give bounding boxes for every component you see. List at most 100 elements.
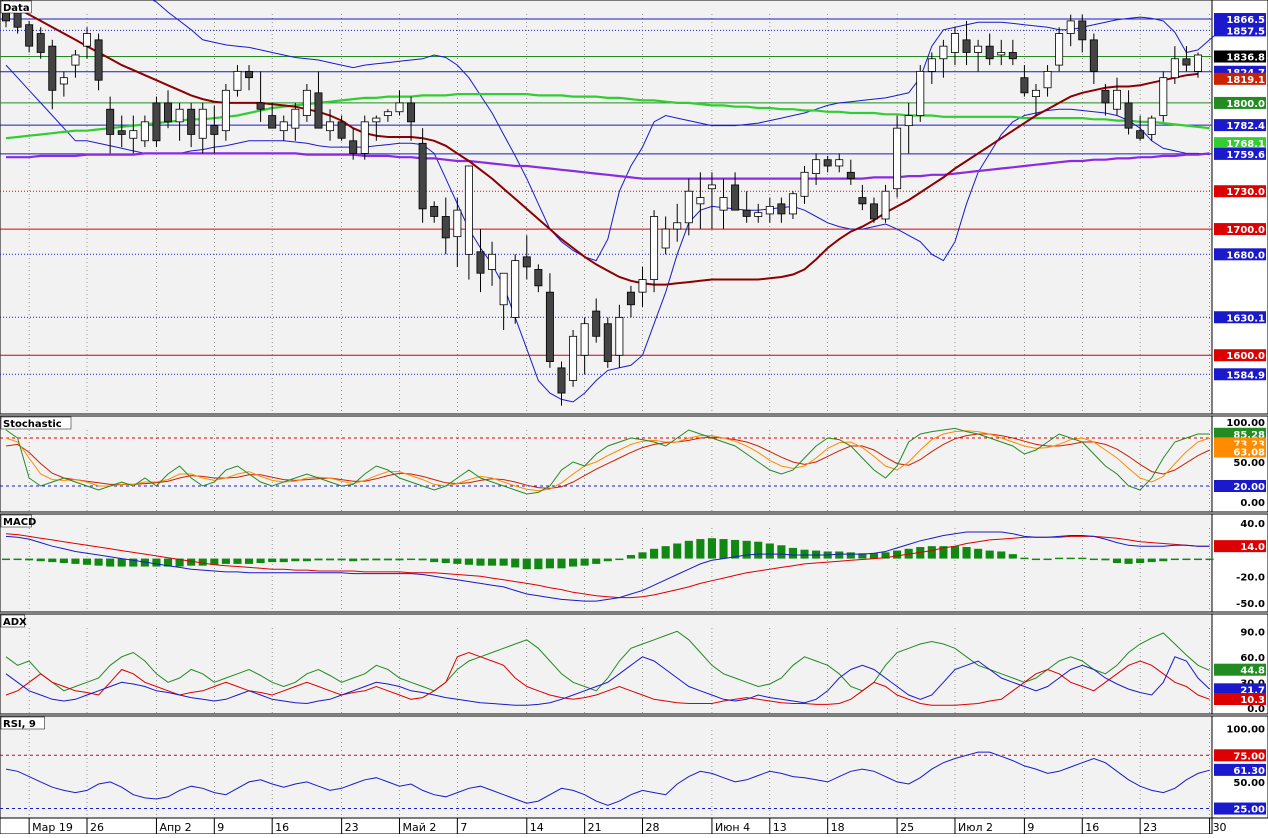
macd-histogram-bar xyxy=(106,558,115,567)
macd-histogram-bar xyxy=(1147,558,1156,563)
macd-histogram-bar xyxy=(777,545,786,559)
macd-histogram-bar xyxy=(36,558,45,562)
macd-histogram-bar xyxy=(707,538,716,559)
candle xyxy=(464,165,473,255)
candle xyxy=(268,115,277,129)
candle xyxy=(48,45,57,91)
macd-histogram-bar xyxy=(684,540,693,559)
candle xyxy=(742,209,751,217)
last-price-label: 1836.8 xyxy=(1226,52,1265,63)
candle xyxy=(83,33,91,47)
macd-histogram-bar xyxy=(580,558,589,566)
time-tick-label: 7 xyxy=(460,821,467,834)
candle xyxy=(719,197,728,211)
macd-histogram-bar xyxy=(117,558,126,567)
macd-histogram-bar xyxy=(430,558,439,563)
macd-histogram-bar xyxy=(974,548,983,559)
macd-histogram-bar xyxy=(603,558,612,562)
macd-histogram-bar xyxy=(650,548,659,559)
time-tick-label: 23 xyxy=(345,821,359,834)
candle xyxy=(580,323,589,356)
adx-value-label: 44.8 xyxy=(1240,666,1265,677)
stochastic-axis-tick: 20.00 xyxy=(1233,482,1265,493)
time-tick-label: 14 xyxy=(530,821,544,834)
candle xyxy=(430,205,439,217)
macd-histogram-bar xyxy=(210,558,219,565)
macd-histogram-bar xyxy=(846,552,855,559)
adx-axis-tick: 90.0 xyxy=(1240,627,1265,638)
macd-histogram-bar xyxy=(291,558,300,562)
panel-title-box xyxy=(0,716,45,730)
stochastic-value-label: 63.08 xyxy=(1233,448,1265,459)
adx-value-label-box xyxy=(1214,663,1266,676)
candle xyxy=(592,310,601,337)
macd-histogram-bar xyxy=(221,558,230,564)
macd-histogram-bar xyxy=(499,558,508,566)
panel-title-box xyxy=(0,416,72,430)
candle xyxy=(279,121,288,132)
candle xyxy=(314,92,323,129)
candle xyxy=(1147,117,1156,135)
macd-histogram-bar xyxy=(244,558,254,564)
panel-title-rsi: RSI, 9 xyxy=(3,719,36,730)
candle xyxy=(893,127,902,190)
macd-histogram-bar xyxy=(383,558,392,561)
adx-axis-tick: 0.0 xyxy=(1247,704,1265,715)
macd-line xyxy=(5,531,1210,602)
candle xyxy=(210,125,219,135)
candle xyxy=(488,253,497,270)
rsi-axis-tick: 50.00 xyxy=(1233,778,1265,789)
macd-histogram-bar xyxy=(881,552,890,559)
time-tick-label: 28 xyxy=(646,821,660,834)
level-label-box xyxy=(1214,311,1266,324)
macd-histogram-bar xyxy=(858,553,867,559)
level-label: 1630.1 xyxy=(1226,313,1265,324)
macd-histogram-bar xyxy=(48,558,57,563)
macd-histogram-bar xyxy=(1182,558,1191,561)
candle xyxy=(94,39,103,81)
stochastic-line xyxy=(5,430,1210,492)
adx-value-label: 10.3 xyxy=(1240,695,1265,706)
candle xyxy=(916,70,925,116)
candle xyxy=(1066,20,1075,34)
candle xyxy=(974,45,983,53)
candle xyxy=(187,108,196,135)
candle xyxy=(707,184,716,190)
rsi-value-label: 75.00 xyxy=(1233,751,1265,762)
macd-histogram-bar xyxy=(268,558,277,563)
candle xyxy=(326,121,335,132)
candle xyxy=(754,212,763,217)
time-tick-label: 18 xyxy=(831,821,845,834)
candle xyxy=(152,102,161,142)
candle xyxy=(140,121,149,142)
candle xyxy=(800,171,809,197)
level-label-box xyxy=(1214,72,1266,85)
candle xyxy=(1020,77,1029,94)
candle xyxy=(302,89,311,116)
candle xyxy=(418,142,427,210)
candle xyxy=(395,102,404,113)
level-label-box xyxy=(1214,137,1266,150)
panel-background xyxy=(0,613,1213,715)
bollinger-upper xyxy=(5,0,1222,262)
macd-histogram-bar xyxy=(187,558,196,566)
macd-histogram-bar xyxy=(1066,557,1075,560)
level-label: 1857.5 xyxy=(1226,26,1265,37)
macd-histogram-bar xyxy=(71,558,80,564)
macd-histogram-bar xyxy=(1008,554,1017,559)
level-label-box xyxy=(1214,119,1266,132)
candle xyxy=(1159,77,1168,116)
macd-histogram-bar xyxy=(615,558,624,561)
adx-line xyxy=(5,630,1210,692)
candle xyxy=(1008,52,1017,60)
candle xyxy=(650,216,659,280)
macd-histogram-bar xyxy=(997,551,1006,559)
rsi-value-label: 61.30 xyxy=(1233,766,1265,777)
time-tick-label: 9 xyxy=(217,821,224,834)
macd-histogram-bar xyxy=(673,543,682,559)
time-tick-label: 16 xyxy=(275,821,289,834)
candle xyxy=(835,159,844,167)
level-label: 1600.0 xyxy=(1226,351,1265,362)
macd-histogram-bar xyxy=(1101,558,1110,561)
